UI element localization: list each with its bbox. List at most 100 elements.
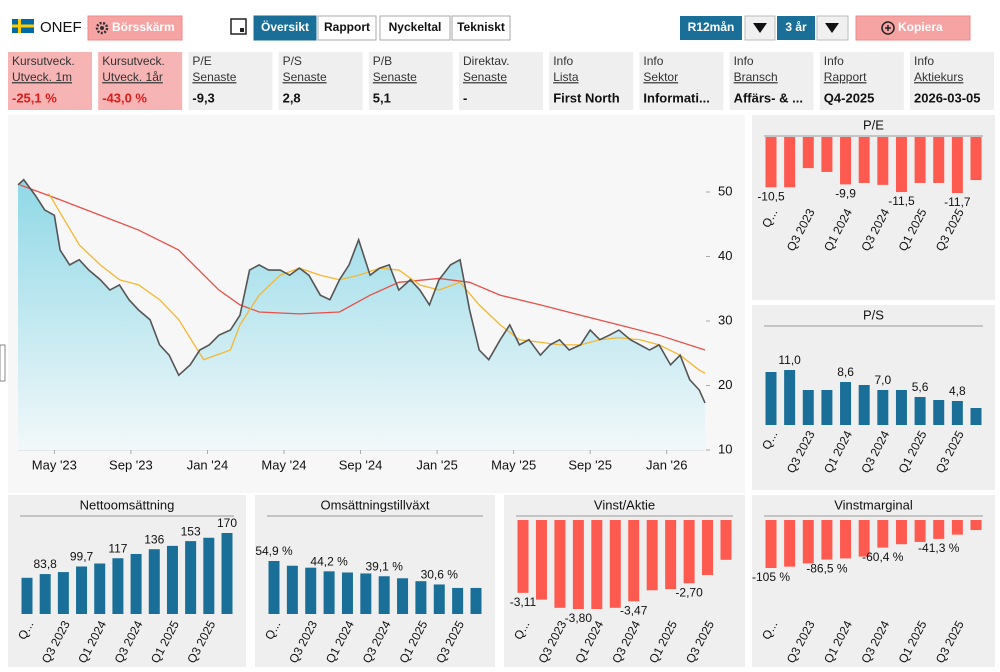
bar (452, 587, 464, 614)
value-label: -11,7 (944, 195, 971, 209)
chart-title: Vinst/Aktie (594, 497, 655, 512)
bar (765, 137, 777, 188)
tab-label[interactable]: Översikt (261, 19, 309, 34)
tab[interactable] (317, 15, 377, 41)
bar (185, 541, 197, 614)
tab-label[interactable]: Rapport (324, 20, 370, 34)
bar (951, 520, 963, 535)
card-value: Q4-2025 (824, 90, 875, 105)
info-card (549, 52, 634, 110)
bar (895, 520, 907, 545)
value-label: -2,70 (675, 585, 703, 599)
bar (970, 137, 982, 181)
x-tick-label: Sep '24 (339, 457, 383, 472)
value-label: 117 (108, 541, 127, 555)
value-label: -9,9 (835, 187, 856, 201)
bar (914, 520, 926, 542)
value-label: 136 (144, 532, 164, 546)
chart-title: Nettoomsättning (80, 497, 175, 512)
period-label[interactable]: R12mån (688, 20, 735, 34)
card-sublabel: Utveck. 1år (102, 70, 163, 84)
tab[interactable] (379, 15, 451, 41)
chart-title: Vinstmarginal (834, 497, 913, 512)
bar (802, 137, 814, 169)
bar (94, 563, 106, 614)
card-sublabel: Senaste (192, 70, 236, 84)
tab[interactable] (451, 15, 511, 41)
bar (765, 520, 777, 568)
tab-label[interactable]: Nyckeltal (389, 20, 442, 34)
period-select[interactable]: R12mån (680, 15, 776, 41)
x-tick-label: May '25 (491, 457, 536, 472)
bar (305, 567, 317, 614)
bar (609, 520, 621, 608)
value-label: 5,6 (912, 380, 929, 394)
value-label: 99,7 (70, 550, 94, 564)
card-value: -43,0 % (102, 90, 147, 105)
value-label: 11,0 (778, 353, 801, 367)
value-label: 83,8 (34, 557, 58, 571)
bar (268, 561, 280, 614)
bar (646, 520, 658, 591)
x-tick-label: Jan '26 (646, 457, 688, 472)
bar (21, 577, 33, 614)
bar (323, 571, 335, 614)
card-label: P/E (192, 54, 211, 68)
range-select[interactable]: 3 år (777, 15, 849, 41)
card-label: Info (643, 54, 663, 68)
card-sublabel: Rapport (824, 70, 867, 84)
value-label: -3,11 (510, 595, 537, 609)
y-tick-label: 20 (718, 377, 732, 392)
value-label: -10,5 (757, 189, 785, 203)
price-area (18, 179, 705, 450)
x-tick-label: Sep '25 (568, 457, 612, 472)
bar (970, 408, 982, 425)
bar (720, 520, 732, 560)
bar (470, 587, 482, 614)
card-label: Info (824, 54, 844, 68)
side-handle[interactable] (0, 344, 6, 382)
y-tick-label: 50 (718, 183, 732, 198)
bar (840, 137, 852, 185)
bar (914, 137, 926, 183)
card-sublabel: Sektor (643, 70, 678, 84)
tab[interactable] (253, 15, 317, 41)
bar (665, 520, 677, 590)
bar (535, 520, 547, 600)
bar (130, 553, 142, 614)
value-label: -3,80 (565, 611, 593, 625)
y-tick-label: 40 (718, 248, 732, 263)
value-label: 8,6 (837, 365, 854, 379)
info-card (8, 52, 92, 110)
tab-label[interactable]: Tekniskt (457, 20, 505, 34)
bar (286, 565, 298, 614)
chart-title: Omsättningstillväxt (320, 497, 429, 512)
card-value: Affärs- & ... (734, 90, 803, 105)
card-value: - (463, 90, 467, 105)
screen-button[interactable]: Börsskärm (87, 15, 183, 41)
value-label: -86,5 % (806, 562, 848, 576)
bar (933, 137, 945, 183)
range-label[interactable]: 3 år (785, 20, 807, 34)
card-label: Kursutveck. (12, 54, 75, 68)
copy-button-label[interactable]: Kopiera (898, 20, 943, 34)
info-card (910, 52, 994, 110)
copy-button[interactable]: Kopiera (855, 15, 971, 41)
layout-icon[interactable] (230, 18, 247, 35)
card-value: 5,1 (373, 90, 391, 105)
bar (397, 578, 409, 614)
bar (628, 520, 640, 602)
moving-average (19, 184, 706, 351)
screen-button-label[interactable]: Börsskärm (112, 20, 175, 34)
info-card (188, 52, 273, 110)
bar (148, 549, 160, 614)
bar (166, 545, 178, 614)
card-label: Info (553, 54, 573, 68)
card-sublabel: Senaste (373, 70, 417, 84)
bar (877, 137, 889, 185)
card-sublabel: Utveck. 1m (12, 70, 72, 84)
info-card (98, 52, 183, 110)
bar (858, 385, 870, 425)
chart-title: P/E (863, 117, 884, 132)
bar (914, 397, 926, 425)
